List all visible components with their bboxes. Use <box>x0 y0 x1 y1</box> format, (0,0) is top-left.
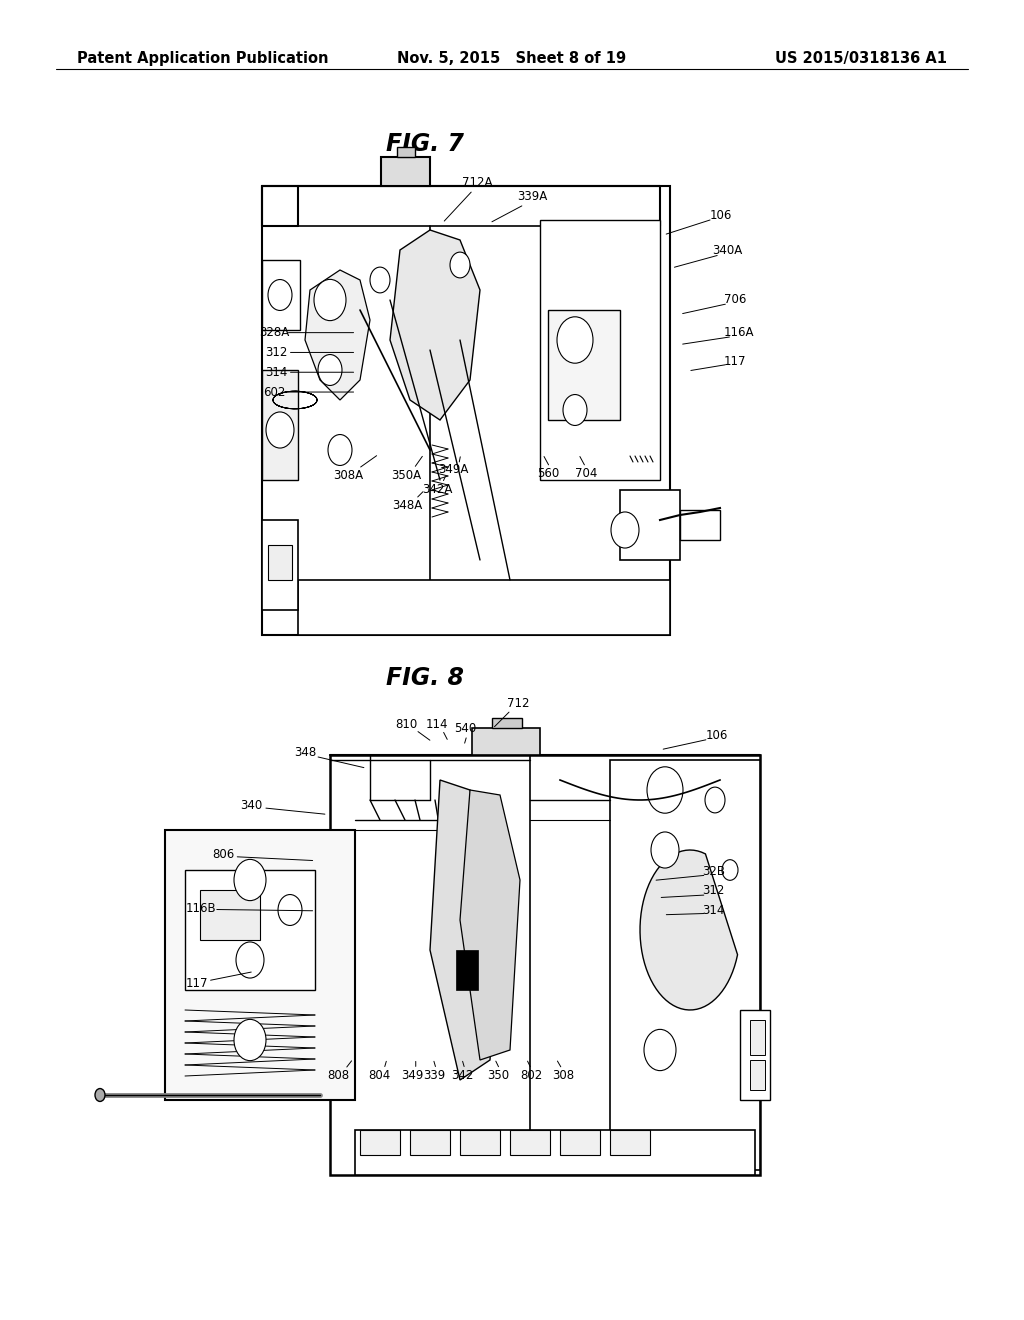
Circle shape <box>370 267 390 293</box>
Polygon shape <box>460 789 520 1060</box>
Bar <box>620 490 680 560</box>
Circle shape <box>234 1019 266 1061</box>
Text: 712: 712 <box>507 697 529 710</box>
Text: 806: 806 <box>212 847 234 861</box>
Text: FIG. 7: FIG. 7 <box>386 132 464 156</box>
Bar <box>460 1130 500 1155</box>
Text: 804: 804 <box>368 1069 390 1082</box>
Text: 348: 348 <box>294 746 316 759</box>
Bar <box>548 310 620 420</box>
Bar <box>262 186 670 635</box>
Bar <box>298 579 670 635</box>
Bar <box>610 760 760 1170</box>
Text: 117: 117 <box>185 977 208 990</box>
Circle shape <box>651 832 679 869</box>
Text: 328A: 328A <box>259 326 290 339</box>
Bar <box>740 1010 770 1100</box>
Text: 312: 312 <box>702 884 725 898</box>
Circle shape <box>611 512 639 548</box>
Text: 602: 602 <box>263 385 286 399</box>
Text: 340: 340 <box>240 799 262 812</box>
Text: 106: 106 <box>710 209 732 222</box>
Text: 308: 308 <box>552 1069 574 1082</box>
Text: 349A: 349A <box>438 463 469 477</box>
Text: Nov. 5, 2015   Sheet 8 of 19: Nov. 5, 2015 Sheet 8 of 19 <box>397 51 627 66</box>
Bar <box>262 520 298 610</box>
Bar <box>165 830 355 1100</box>
Circle shape <box>647 767 683 813</box>
Circle shape <box>314 280 346 321</box>
Text: 340A: 340A <box>712 244 742 257</box>
Text: 349: 349 <box>401 1069 424 1082</box>
Text: US 2015/0318136 A1: US 2015/0318136 A1 <box>775 51 947 66</box>
Bar <box>750 1060 765 1090</box>
Bar <box>185 870 315 990</box>
Circle shape <box>450 252 470 279</box>
Bar <box>381 157 430 186</box>
Text: 114: 114 <box>426 718 449 731</box>
Polygon shape <box>390 230 480 420</box>
Circle shape <box>705 787 725 813</box>
Text: 704: 704 <box>574 467 597 480</box>
Bar <box>410 1130 450 1155</box>
Circle shape <box>268 280 292 310</box>
Text: 802: 802 <box>520 1069 543 1082</box>
Bar <box>200 890 260 940</box>
Text: 808: 808 <box>327 1069 349 1082</box>
Text: 540: 540 <box>454 722 476 735</box>
Bar <box>560 1130 600 1155</box>
Bar <box>680 510 720 540</box>
Text: 32B: 32B <box>702 865 725 878</box>
Text: 117: 117 <box>724 355 746 368</box>
Bar <box>262 260 300 330</box>
Circle shape <box>234 859 266 900</box>
Circle shape <box>236 942 264 978</box>
Circle shape <box>278 895 302 925</box>
Bar <box>360 1130 400 1155</box>
Text: Patent Application Publication: Patent Application Publication <box>77 51 329 66</box>
Polygon shape <box>430 780 500 1080</box>
Text: 314: 314 <box>265 366 288 379</box>
Bar <box>456 950 478 990</box>
Bar <box>268 545 292 579</box>
Bar <box>397 147 415 157</box>
Circle shape <box>95 1089 105 1101</box>
Polygon shape <box>305 271 370 400</box>
Bar <box>262 370 298 480</box>
Bar <box>472 729 540 755</box>
Text: 350: 350 <box>487 1069 510 1082</box>
Bar <box>492 718 522 729</box>
Bar <box>330 755 760 1175</box>
Text: 342: 342 <box>452 1069 474 1082</box>
Text: 706: 706 <box>724 293 746 306</box>
Text: 350A: 350A <box>391 469 422 482</box>
Circle shape <box>328 434 352 466</box>
Text: 312: 312 <box>265 346 288 359</box>
Circle shape <box>318 355 342 385</box>
Bar <box>540 220 660 480</box>
Circle shape <box>644 1030 676 1071</box>
Text: 339A: 339A <box>517 190 548 203</box>
Text: 314: 314 <box>702 904 725 917</box>
Circle shape <box>266 412 294 447</box>
Bar <box>610 1130 650 1155</box>
Text: 560: 560 <box>537 467 559 480</box>
Text: 106: 106 <box>706 729 728 742</box>
Circle shape <box>722 859 738 880</box>
Text: 712A: 712A <box>462 176 493 189</box>
Text: 810: 810 <box>395 718 418 731</box>
Text: 116B: 116B <box>185 902 216 915</box>
Text: 339: 339 <box>423 1069 445 1082</box>
Circle shape <box>557 317 593 363</box>
Bar <box>510 1130 550 1155</box>
Text: 348A: 348A <box>392 499 423 512</box>
Polygon shape <box>640 850 737 1010</box>
Text: FIG. 8: FIG. 8 <box>386 667 464 690</box>
Text: 342A: 342A <box>422 483 453 496</box>
Text: 116A: 116A <box>724 326 755 339</box>
Circle shape <box>563 395 587 425</box>
Bar <box>750 1020 765 1055</box>
Bar <box>355 1130 755 1175</box>
Text: 308A: 308A <box>333 469 364 482</box>
